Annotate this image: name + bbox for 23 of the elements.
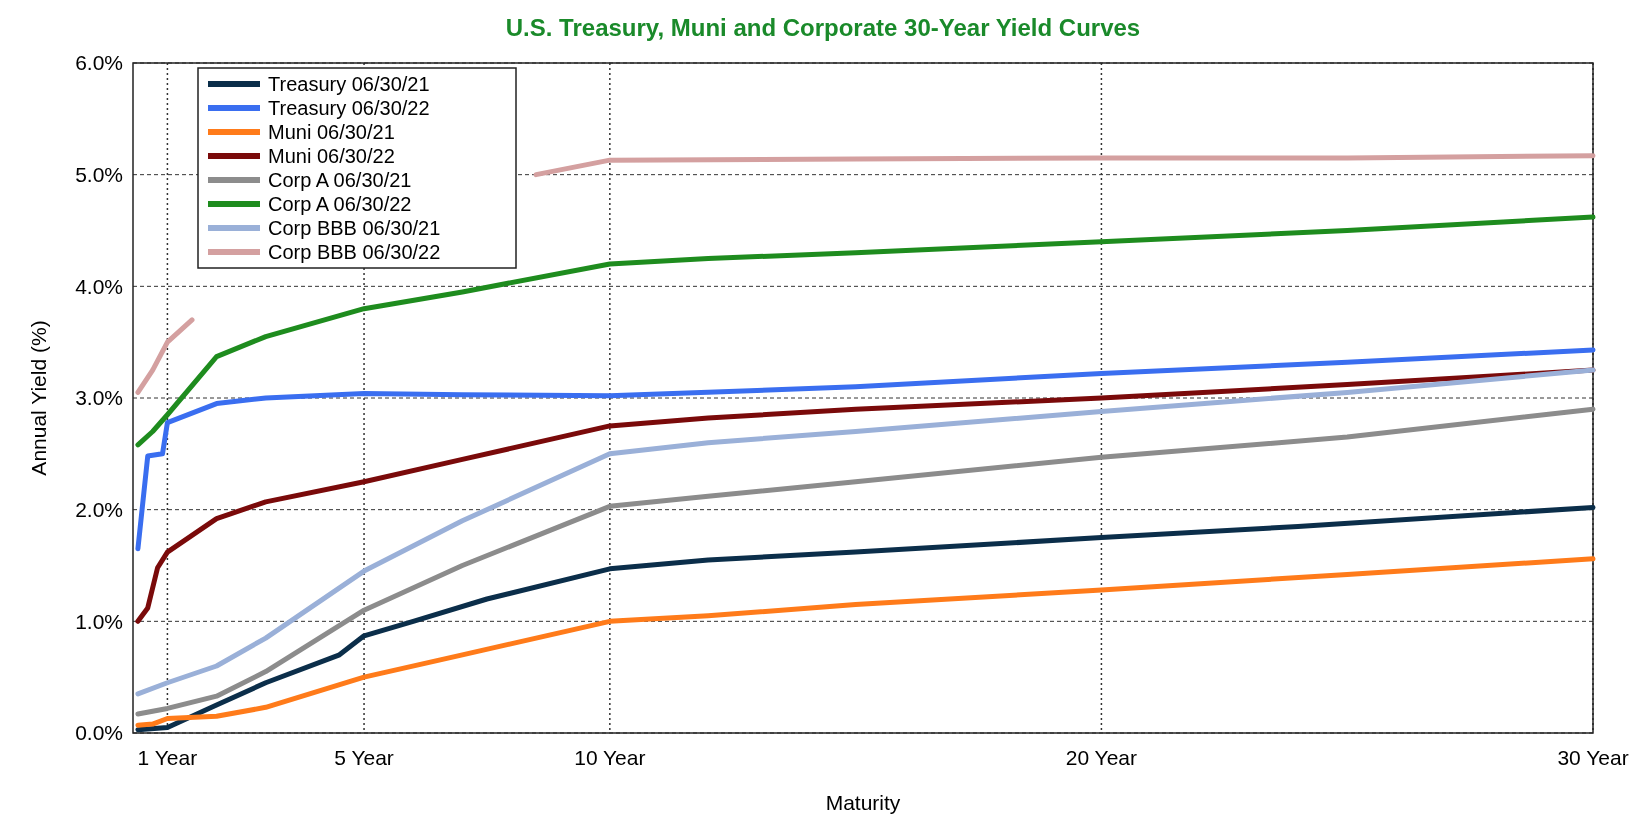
x-tick-label: 10 Year [574, 746, 646, 769]
x-axis-title: Maturity [825, 791, 901, 814]
y-tick-label: 6.0% [75, 51, 123, 75]
x-tick-label: 5 Year [334, 746, 394, 769]
x-tick-label: 20 Year [1065, 746, 1138, 769]
legend-label: Treasury 06/30/22 [268, 97, 430, 119]
y-tick-label: 2.0% [75, 498, 123, 522]
y-axis-title: Annual Yield (%) [27, 320, 50, 476]
y-tick-label: 4.0% [75, 274, 123, 298]
y-tick-label: 1.0% [75, 609, 123, 633]
x-tick-label: 1 Year [137, 746, 198, 769]
legend-label: Corp A 06/30/22 [268, 193, 412, 215]
chart-title: U.S. Treasury, Muni and Corporate 30-Year Yield Curves [505, 14, 1141, 41]
legend-label: Corp BBB 06/30/21 [268, 217, 441, 239]
legend-label: Corp BBB 06/30/22 [268, 241, 441, 263]
y-tick-label: 3.0% [75, 386, 123, 410]
x-tick-label: 30 Year [1557, 746, 1629, 769]
legend-label: Muni 06/30/22 [268, 145, 395, 167]
legend-label: Treasury 06/30/21 [268, 73, 430, 95]
y-tick-label: 5.0% [75, 163, 123, 187]
y-tick-label: 0.0% [75, 721, 123, 745]
legend-label: Corp A 06/30/21 [268, 169, 412, 191]
legend-label: Muni 06/30/21 [268, 121, 395, 143]
